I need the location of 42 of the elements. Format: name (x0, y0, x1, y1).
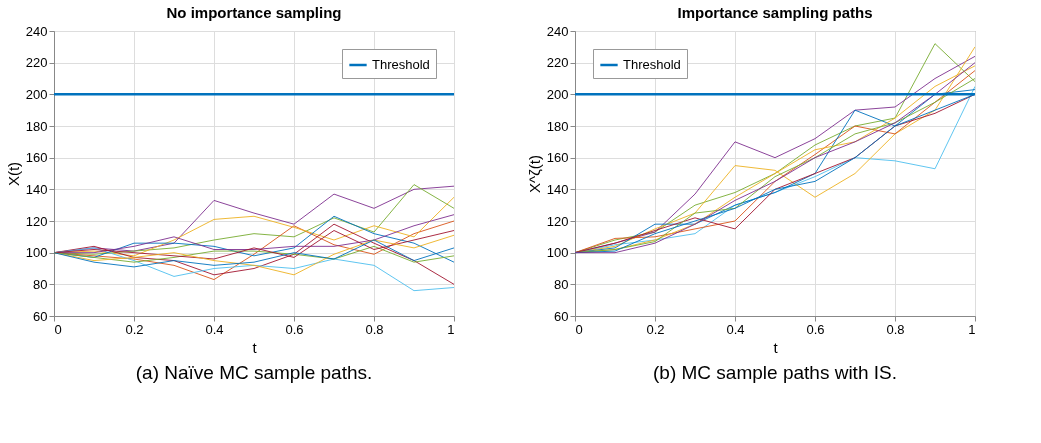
y-tick-label: 60 (554, 308, 569, 324)
y-axis-title: X^ζ(t) (525, 155, 543, 193)
y-tick-label: 100 (25, 245, 48, 261)
chart-title: No importance sampling (166, 4, 342, 21)
y-tick-label: 80 (554, 276, 569, 292)
x-tick-label: 0.4 (726, 321, 745, 337)
y-tick-label: 120 (25, 213, 48, 229)
x-tick-label: 0 (54, 321, 62, 337)
y-tick-label: 200 (546, 86, 569, 102)
x-tick-label: 0.6 (806, 321, 825, 337)
y-tick-label: 100 (546, 245, 569, 261)
y-tick-label: 180 (546, 118, 569, 134)
x-tick-label: 0.4 (205, 321, 224, 337)
y-tick-label: 240 (25, 23, 48, 39)
y-tick-label: 200 (25, 86, 48, 102)
text: (a) Naïve MC sample paths. (135, 362, 373, 383)
y-tick-label: 180 (25, 118, 48, 134)
x-tick-label: 0.2 (646, 321, 665, 337)
y-tick-label: 160 (546, 150, 569, 166)
x-tick-label: 1 (447, 321, 455, 337)
x-tick-label: 0 (575, 321, 583, 337)
y-tick-label: 220 (25, 55, 48, 71)
x-axis-title: t (252, 338, 258, 356)
y-axis-title: X(t) (4, 161, 22, 187)
x-tick-label: 1 (968, 321, 976, 337)
chart-title: Importance sampling paths (677, 4, 873, 21)
x-tick-label: 0.6 (285, 321, 304, 337)
y-tick-label: 140 (546, 181, 569, 197)
y-tick-label: 80 (33, 276, 48, 292)
y-tick-label: 60 (33, 308, 48, 324)
legend-label: Threshold (623, 57, 681, 72)
x-tick-label: 0.8 (365, 321, 384, 337)
y-tick-label: 120 (546, 213, 569, 229)
y-tick-label: 240 (546, 23, 569, 39)
y-tick-label: 220 (546, 55, 569, 71)
x-tick-label: 0.2 (125, 321, 144, 337)
x-axis-title: t (773, 338, 779, 356)
y-tick-label: 140 (25, 181, 48, 197)
legend-label: Threshold (372, 57, 430, 72)
text: (b) MC sample paths with IS. (653, 362, 897, 383)
x-tick-label: 0.8 (886, 321, 905, 337)
y-tick-label: 160 (25, 150, 48, 166)
